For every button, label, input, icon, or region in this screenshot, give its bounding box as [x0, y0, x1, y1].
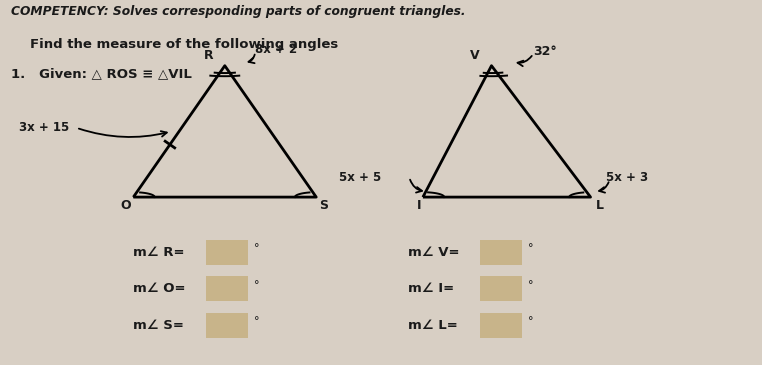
Text: 5x + 3: 5x + 3	[606, 170, 648, 184]
FancyBboxPatch shape	[480, 240, 522, 265]
Text: S: S	[319, 199, 328, 212]
FancyBboxPatch shape	[480, 313, 522, 338]
FancyBboxPatch shape	[480, 276, 522, 301]
Text: 3x + 15: 3x + 15	[19, 121, 69, 134]
FancyBboxPatch shape	[206, 240, 248, 265]
Text: °: °	[254, 316, 259, 327]
Text: Find the measure of the following angles: Find the measure of the following angles	[30, 38, 339, 51]
FancyBboxPatch shape	[206, 276, 248, 301]
Text: °: °	[254, 280, 259, 290]
Text: V: V	[470, 49, 480, 62]
FancyBboxPatch shape	[206, 313, 248, 338]
Text: m∠ V=: m∠ V=	[408, 246, 459, 259]
Text: O: O	[120, 199, 131, 212]
Text: m∠ R=: m∠ R=	[133, 246, 185, 259]
Text: m∠ L=: m∠ L=	[408, 319, 457, 332]
Text: °: °	[528, 316, 533, 327]
Text: 1.   Given: △ ROS ≡ △VIL: 1. Given: △ ROS ≡ △VIL	[11, 68, 192, 81]
Text: L: L	[596, 199, 604, 212]
Text: °: °	[528, 280, 533, 290]
Text: °: °	[528, 243, 533, 254]
Text: 32°: 32°	[533, 45, 557, 58]
Text: m∠ I=: m∠ I=	[408, 282, 454, 295]
Text: 5x + 5: 5x + 5	[339, 170, 381, 184]
Text: m∠ S=: m∠ S=	[133, 319, 184, 332]
Text: m∠ O=: m∠ O=	[133, 282, 186, 295]
Text: R: R	[203, 49, 213, 62]
Text: I: I	[417, 199, 421, 212]
Text: 8x + 2: 8x + 2	[255, 43, 297, 56]
Text: °: °	[254, 243, 259, 254]
Text: COMPETENCY: Solves corresponding parts of congruent triangles.: COMPETENCY: Solves corresponding parts o…	[11, 5, 466, 19]
